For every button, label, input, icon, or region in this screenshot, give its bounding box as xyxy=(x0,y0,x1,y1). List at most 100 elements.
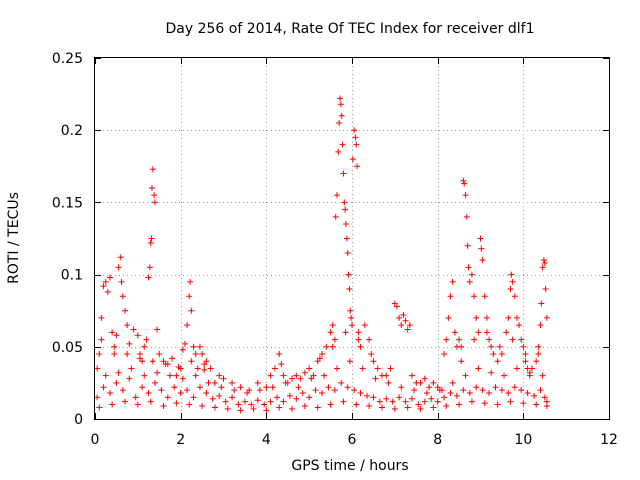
data-point xyxy=(537,322,544,329)
data-point xyxy=(486,336,493,343)
data-point xyxy=(346,286,353,293)
data-point xyxy=(115,264,122,271)
data-point xyxy=(192,351,199,358)
data-point xyxy=(121,398,128,405)
data-point xyxy=(481,293,488,300)
data-point xyxy=(543,403,550,410)
data-point xyxy=(216,372,223,379)
data-point xyxy=(117,254,124,261)
data-point xyxy=(370,394,377,401)
data-point xyxy=(357,343,364,350)
data-point xyxy=(299,390,306,397)
data-point xyxy=(354,163,361,170)
data-point xyxy=(345,271,352,278)
data-point xyxy=(483,329,490,336)
data-point xyxy=(473,314,480,321)
data-point xyxy=(194,365,201,372)
data-point xyxy=(468,271,475,278)
data-point xyxy=(115,369,122,376)
data-point xyxy=(222,398,229,405)
data-point xyxy=(449,379,456,386)
data-point xyxy=(426,384,433,391)
data-point xyxy=(209,395,216,402)
data-point xyxy=(359,365,366,372)
data-point xyxy=(147,239,154,246)
data-point xyxy=(134,332,141,339)
data-point xyxy=(366,403,373,410)
data-point xyxy=(151,199,158,206)
data-point xyxy=(535,343,542,350)
data-point xyxy=(241,398,248,405)
data-point xyxy=(524,390,531,397)
data-point xyxy=(370,358,377,365)
data-point xyxy=(100,283,107,290)
data-point xyxy=(483,314,490,321)
data-point xyxy=(149,358,156,365)
data-point xyxy=(254,379,261,386)
data-point xyxy=(113,379,120,386)
data-point xyxy=(343,235,350,242)
data-point xyxy=(543,314,550,321)
data-point xyxy=(542,286,549,293)
data-point xyxy=(463,213,470,220)
data-point xyxy=(458,343,465,350)
data-point xyxy=(229,394,236,401)
data-point xyxy=(445,314,452,321)
data-point xyxy=(102,372,109,379)
data-point xyxy=(244,390,251,397)
data-point xyxy=(389,398,396,405)
data-point xyxy=(340,170,347,177)
y-tick-label: 0.1 xyxy=(61,268,83,284)
data-point xyxy=(349,322,355,329)
data-point xyxy=(98,314,105,321)
data-point xyxy=(498,387,505,394)
data-point xyxy=(175,364,182,371)
x-tick-label: 8 xyxy=(433,432,442,448)
data-point xyxy=(508,271,515,278)
data-point xyxy=(158,387,165,394)
data-point xyxy=(126,340,133,347)
y-tick-label: 0 xyxy=(74,412,83,428)
data-point xyxy=(331,387,338,394)
data-point xyxy=(254,397,261,404)
data-point xyxy=(196,384,203,391)
data-point xyxy=(398,322,405,329)
data-point xyxy=(190,394,197,401)
data-point xyxy=(490,351,497,358)
data-point xyxy=(522,351,529,358)
x-tick-labels: 0 2 4 6 8 10 12 xyxy=(91,432,618,448)
data-point xyxy=(267,372,274,379)
data-point xyxy=(145,390,152,397)
data-point xyxy=(361,322,368,329)
data-point xyxy=(289,375,296,382)
data-point xyxy=(537,387,544,394)
data-point xyxy=(423,390,430,397)
data-point xyxy=(98,336,105,343)
data-point xyxy=(276,351,283,358)
data-point xyxy=(154,326,161,333)
data-point xyxy=(256,387,263,394)
data-point xyxy=(201,366,208,373)
data-point xyxy=(327,329,334,336)
data-point xyxy=(179,375,186,382)
data-point xyxy=(533,358,540,365)
data-point xyxy=(220,375,227,382)
data-point xyxy=(337,101,344,108)
data-point xyxy=(396,314,403,321)
data-point xyxy=(207,365,214,372)
data-point xyxy=(408,372,415,379)
data-point xyxy=(216,392,223,399)
data-point xyxy=(475,365,482,372)
data-point xyxy=(421,398,428,405)
x-tick-label: 10 xyxy=(514,432,532,448)
data-point xyxy=(417,379,424,386)
data-point xyxy=(306,365,313,372)
data-point xyxy=(447,390,454,397)
data-point xyxy=(119,293,126,300)
data-point xyxy=(196,343,203,350)
data-point xyxy=(453,392,460,399)
data-point xyxy=(274,394,281,401)
data-point xyxy=(231,387,238,394)
data-point xyxy=(271,365,278,372)
